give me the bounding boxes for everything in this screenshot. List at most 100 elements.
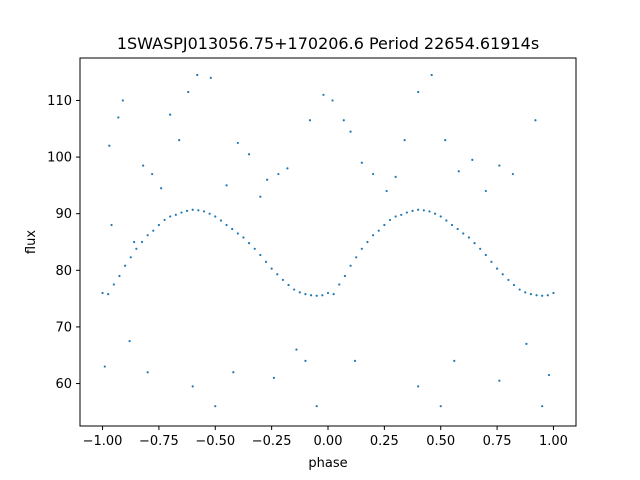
data-point-33 bbox=[287, 283, 290, 287]
y-tick-label: 80 bbox=[55, 264, 72, 279]
data-point-76 bbox=[529, 292, 533, 296]
data-point-26 bbox=[247, 242, 251, 245]
data-point-4 bbox=[123, 264, 127, 267]
data-point-68 bbox=[484, 253, 487, 257]
data-point-110 bbox=[371, 172, 375, 176]
data-point-20 bbox=[214, 215, 217, 218]
data-point-119 bbox=[484, 189, 487, 193]
x-axis-ticks: −1.00 −0.75 −0.50 −0.25 0.00 0.25 0.50 0.75 1.00 bbox=[83, 426, 568, 449]
data-point-98 bbox=[266, 178, 269, 181]
data-point-60 bbox=[439, 215, 442, 218]
data-point-30 bbox=[270, 267, 273, 270]
data-point-96 bbox=[247, 153, 251, 156]
data-point-75 bbox=[524, 291, 527, 294]
data-point-92 bbox=[196, 73, 199, 77]
data-point-116 bbox=[444, 138, 447, 142]
data-point-36 bbox=[304, 292, 307, 296]
x-tick-label: −0.75 bbox=[139, 434, 179, 449]
data-points bbox=[101, 73, 555, 408]
data-point-118 bbox=[471, 158, 474, 162]
y-tick-label: 90 bbox=[55, 207, 72, 222]
data-point-123 bbox=[534, 119, 537, 122]
data-point-137 bbox=[498, 379, 501, 382]
data-point-73 bbox=[512, 283, 516, 287]
x-tick-label: 1.00 bbox=[539, 434, 568, 449]
data-point-89 bbox=[169, 113, 172, 116]
data-point-0 bbox=[101, 291, 104, 295]
data-point-8 bbox=[146, 234, 149, 237]
data-point-58 bbox=[428, 210, 431, 213]
data-point-29 bbox=[264, 260, 268, 263]
data-point-91 bbox=[187, 90, 190, 94]
data-point-67 bbox=[479, 247, 482, 250]
data-point-45 bbox=[355, 256, 358, 259]
data-point-104 bbox=[315, 405, 318, 408]
data-point-72 bbox=[507, 278, 510, 282]
data-point-63 bbox=[456, 227, 459, 231]
data-point-28 bbox=[259, 253, 262, 257]
data-point-22 bbox=[225, 223, 228, 227]
data-point-11 bbox=[163, 218, 166, 222]
data-point-103 bbox=[308, 119, 312, 122]
data-point-99 bbox=[277, 172, 280, 176]
data-point-120 bbox=[498, 164, 501, 167]
data-point-86 bbox=[142, 164, 145, 167]
data-point-87 bbox=[151, 172, 154, 176]
x-tick-label: 0.25 bbox=[370, 434, 399, 449]
data-point-52 bbox=[394, 215, 397, 218]
data-point-71 bbox=[501, 273, 504, 276]
data-point-132 bbox=[272, 376, 275, 379]
data-point-95 bbox=[236, 141, 239, 145]
data-point-93 bbox=[209, 76, 212, 79]
x-tick-label: 0.75 bbox=[483, 434, 512, 449]
data-point-57 bbox=[422, 209, 425, 212]
data-point-94 bbox=[225, 184, 228, 187]
data-point-51 bbox=[388, 218, 392, 222]
data-point-85 bbox=[133, 240, 136, 244]
data-point-124 bbox=[541, 405, 544, 408]
data-point-46 bbox=[360, 247, 363, 250]
y-axis-label: flux bbox=[24, 230, 39, 254]
data-point-109 bbox=[360, 161, 363, 164]
data-point-117 bbox=[457, 170, 460, 173]
data-point-82 bbox=[108, 144, 111, 147]
data-point-6 bbox=[135, 247, 138, 250]
x-axis-label: phase bbox=[308, 456, 347, 471]
data-point-14 bbox=[180, 211, 183, 214]
data-point-34 bbox=[293, 288, 296, 291]
data-point-70 bbox=[495, 267, 499, 270]
data-point-15 bbox=[185, 209, 189, 212]
data-point-2 bbox=[112, 283, 115, 286]
data-point-77 bbox=[535, 294, 538, 297]
data-point-50 bbox=[383, 223, 386, 227]
x-tick-label: −0.25 bbox=[252, 434, 292, 449]
x-tick-label: −1.00 bbox=[83, 434, 123, 449]
data-point-48 bbox=[371, 234, 375, 237]
data-point-55 bbox=[411, 209, 414, 212]
data-point-1 bbox=[107, 292, 110, 296]
data-point-40 bbox=[326, 291, 330, 295]
data-point-100 bbox=[286, 167, 289, 170]
data-point-111 bbox=[385, 189, 388, 193]
data-point-83 bbox=[117, 116, 120, 119]
y-tick-label: 110 bbox=[47, 94, 72, 109]
data-point-90 bbox=[178, 138, 181, 142]
data-point-61 bbox=[445, 219, 448, 222]
data-point-7 bbox=[140, 240, 144, 244]
data-point-38 bbox=[315, 294, 318, 297]
data-point-126 bbox=[103, 365, 106, 368]
data-point-54 bbox=[405, 211, 409, 214]
data-point-62 bbox=[450, 223, 454, 227]
data-point-65 bbox=[467, 236, 471, 239]
y-tick-label: 60 bbox=[55, 377, 72, 392]
data-point-64 bbox=[462, 232, 465, 235]
data-point-35 bbox=[298, 291, 301, 294]
data-point-97 bbox=[259, 195, 262, 198]
data-point-32 bbox=[281, 278, 285, 282]
data-point-19 bbox=[208, 212, 211, 215]
x-tick-label: 0.50 bbox=[426, 434, 455, 449]
data-point-39 bbox=[321, 294, 324, 297]
data-point-43 bbox=[343, 274, 347, 278]
data-point-129 bbox=[191, 385, 194, 388]
